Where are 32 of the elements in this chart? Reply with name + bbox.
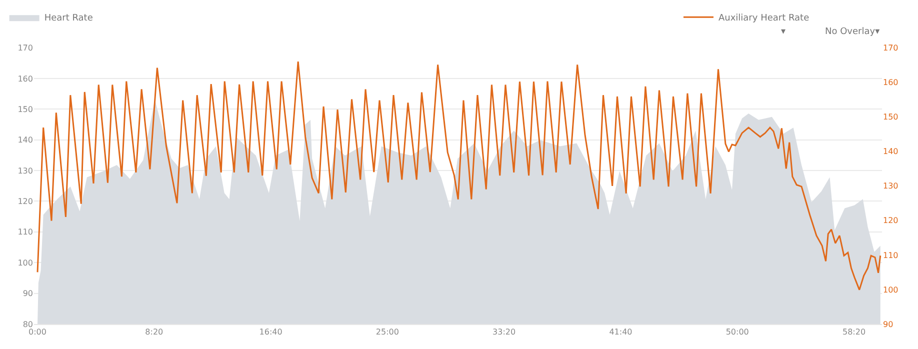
y2-tick-label: 160 [883,78,898,88]
x-tick-label: 16:40 [259,328,282,337]
y-tick-label: 110 [18,228,33,237]
line-series [36,60,882,291]
x-tick-label: 8:20 [145,328,164,337]
x-tick-label: 33:20 [492,328,516,337]
y-tick-label: 140 [18,136,33,145]
y2-tick-label: 130 [883,182,898,191]
x-tick-label: 41:40 [609,328,632,337]
legend-label: Heart Rate [44,14,94,24]
y2-tick-label: 100 [883,285,898,294]
y-tick-label: 130 [18,166,33,176]
legend-label: Auxiliary Heart Rate [718,14,810,24]
y-tick-label: 100 [18,258,33,268]
y-tick-label: 160 [18,74,33,84]
y2-tick-label: 90 [883,320,894,329]
x-tick-label: 58:20 [842,328,866,337]
y-tick-label: 120 [18,197,33,206]
y-tick-label: 90 [22,289,33,298]
y2-tick-label: 170 [883,44,898,53]
text: No Overlay▾ [825,27,880,37]
y2-tick-label: 150 [883,112,898,122]
text: ▾ [781,27,786,37]
y2-tick-label: 120 [883,216,898,226]
y2-tick-label: 140 [883,147,898,156]
x-tick-label: 50:00 [726,328,749,337]
x-tick-label: 25:00 [376,328,399,337]
y-tick-label: 170 [18,44,33,53]
y2-tick-label: 110 [883,250,898,260]
y-tick-label: 150 [18,104,33,114]
y-tick-label: 80 [22,320,33,329]
x-tick-label: 0:00 [28,328,46,337]
